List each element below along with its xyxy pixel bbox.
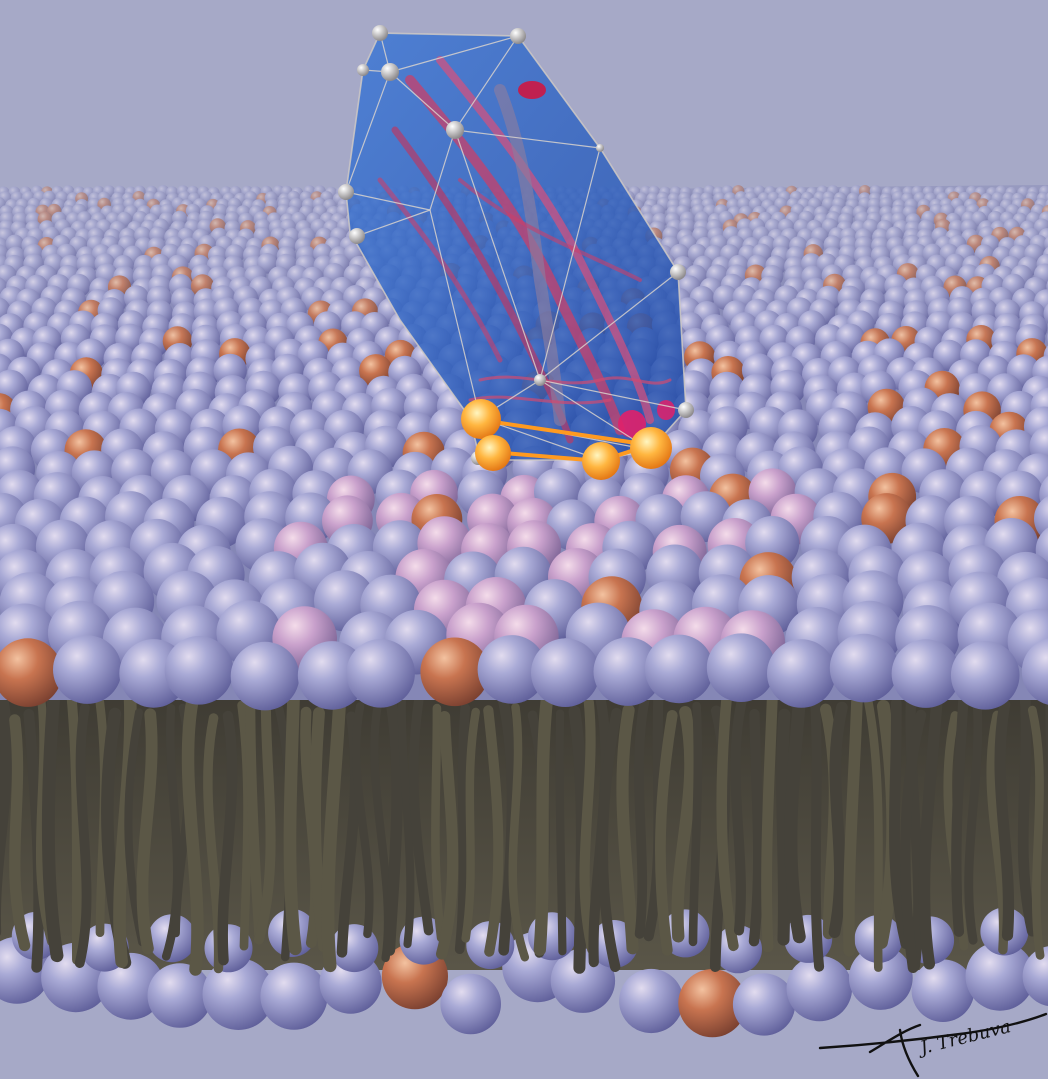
lipid-tail [35,697,56,946]
lipid-head [911,959,975,1022]
lipid-tail [730,689,749,936]
lipid-tail [431,703,446,943]
lipid-tail [810,697,825,972]
lipid-head [147,963,213,1028]
lipid-tail [309,707,331,953]
lipid-head [477,635,547,704]
lipid-head [644,634,714,704]
lipid-tail [1017,694,1038,937]
lipid-tail [964,692,983,945]
lipid-head [164,636,234,705]
lipid-tail [321,691,347,973]
lipid-tail [843,690,863,957]
lipid-head [531,638,600,707]
lipid-tail [9,714,31,952]
lipid-head [297,641,367,710]
lipid-tail [408,693,434,936]
lipid-head [230,641,300,711]
lipid-tail [828,701,848,938]
lipid-tail [951,690,969,937]
lipid-tail [994,699,1015,941]
lipid-tail [136,708,158,955]
lipid-tail [1027,705,1045,960]
protein-red-patch [518,81,546,99]
lipid-head [848,946,913,1010]
lipid-tail [655,710,678,956]
lipid-head [202,958,275,1030]
lipid-head [440,973,502,1035]
lipid-tail [508,702,530,962]
lipid-tail [616,704,639,955]
lipid-head-orange [420,637,490,707]
lipid-head [767,639,836,708]
lipid-tail [65,685,82,965]
lipid-head-orange [678,969,747,1038]
lipid-tail [597,707,622,972]
lipid-tail [245,695,265,941]
lipid-tail [776,708,791,946]
lipid-head [829,633,899,703]
lipid-tail [761,684,779,953]
lipid-head [593,637,663,706]
lipid-head [950,641,1020,710]
lipid-tails [0,684,1048,976]
lipid-tail [748,708,764,947]
lipid-tail [889,697,912,949]
lipid-tail [181,695,204,976]
signature-mark [818,1012,1048,1078]
lipid-tail [283,688,302,956]
lipid-tail [716,691,739,952]
lipid-head [260,962,328,1030]
lipid-tail [113,690,137,968]
lipid-head [891,639,961,708]
lipid-head [1034,496,1048,542]
lipid-tail [253,691,276,945]
lipid-head-orange [0,638,63,707]
lipid-tail [579,696,598,955]
protein-complex [338,25,694,480]
lipid-tail [124,708,147,947]
lipid-tail [461,707,480,943]
lipid-tail [237,700,252,951]
lipid-head [786,955,853,1022]
lipid-tail [0,685,13,936]
lipid-tail [383,690,403,956]
lipid-head [706,633,776,702]
lipid-tail [634,686,652,939]
lipid-tail [483,705,504,957]
lipid-head [732,973,796,1036]
lipid-tail [436,711,459,960]
lipid-tail [397,686,415,949]
lipid-tail [688,701,703,947]
lipid-head [965,941,1035,1011]
lipid-head [53,635,122,704]
lipid-tail [217,710,238,966]
lipid-head [346,639,415,708]
lipid-tail [41,690,64,963]
lipid-tail [454,703,471,955]
membrane-anchor-beads [461,399,672,480]
lipid-tail [918,696,943,970]
lipid-tail [905,691,924,972]
lipid-tail [351,702,374,939]
lipid-head [1021,638,1048,705]
protein-pink-blob-2 [657,400,675,420]
lipid-head [550,948,616,1013]
lipid-tail [900,709,927,974]
lipid-head [1022,946,1048,1006]
lipid-tail [74,702,92,968]
lipid-head [619,968,684,1034]
lipid-tail [671,705,697,943]
lipid-tail [533,687,554,956]
lipid-tail [555,709,567,956]
lipid-tail [784,701,806,944]
